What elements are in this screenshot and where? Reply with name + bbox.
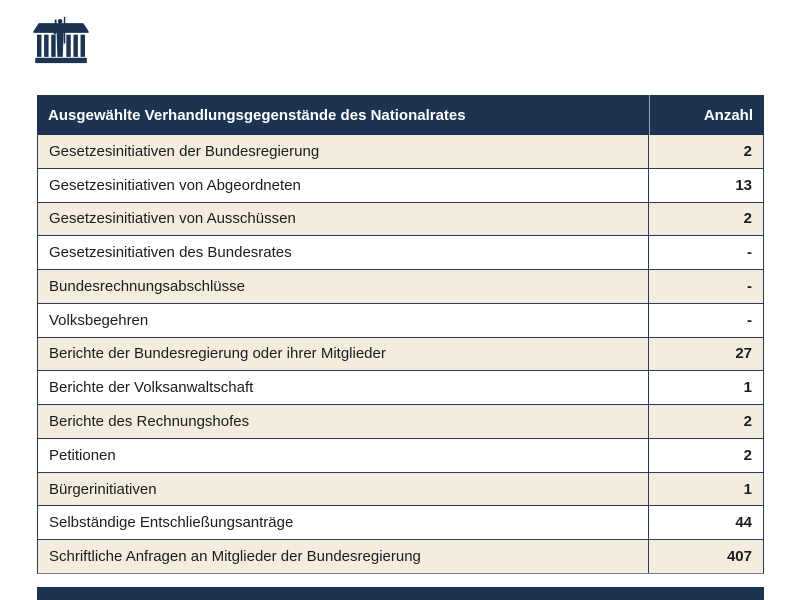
table-header-anzahl: Anzahl: [649, 95, 764, 135]
row-label: Gesetzesinitiativen von Abgeordneten: [49, 176, 301, 194]
statistics-table: Ausgewählte Verhandlungsgegenstände des …: [37, 95, 764, 574]
table-row: Bürgerinitiativen 1: [38, 472, 763, 507]
table-header-title: Ausgewählte Verhandlungsgegenstände des …: [48, 106, 466, 124]
table-row: Volksbegehren -: [38, 303, 763, 338]
row-value: -: [648, 270, 763, 303]
table-row: Bundesrechnungsabschlüsse -: [38, 270, 763, 304]
table-row: Selbständige Entschließungsanträge 44: [38, 506, 763, 541]
parliament-icon: [32, 16, 90, 64]
row-label: Selbständige Entschließungsanträge: [49, 514, 294, 532]
table-body: Gesetzesinitiativen der Bundesregierung …: [38, 135, 763, 573]
row-label: Berichte der Bundesregierung oder ihrer …: [49, 345, 386, 363]
row-value: 2: [648, 135, 763, 168]
row-label: Berichte der Volksanwaltschaft: [49, 379, 254, 397]
table-row: Schriftliche Anfragen an Mitglieder der …: [38, 540, 763, 573]
row-value: -: [648, 236, 763, 270]
row-value: 2: [648, 202, 763, 236]
row-value: -: [648, 303, 763, 337]
footer-bar: [37, 587, 764, 600]
table-row: Petitionen 2: [38, 438, 763, 473]
table-row: Gesetzesinitiativen von Ausschüssen 2: [38, 202, 763, 237]
row-label: Gesetzesinitiativen der Bundesregierung: [49, 142, 320, 160]
row-value: 1: [648, 371, 763, 405]
row-label: Bundesrechnungsabschlüsse: [49, 277, 245, 295]
table-row: Berichte der Bundesregierung oder ihrer …: [38, 337, 763, 372]
row-value: 13: [648, 168, 763, 202]
table-row: Gesetzesinitiativen von Abgeordneten 13: [38, 168, 763, 203]
row-value: 407: [648, 540, 763, 573]
row-label: Petitionen: [49, 446, 116, 464]
row-value: 44: [648, 506, 763, 540]
table-row: Gesetzesinitiativen des Bundesrates -: [38, 236, 763, 271]
row-label: Bürgerinitiativen: [49, 480, 157, 498]
row-value: 1: [648, 472, 763, 506]
row-label: Gesetzesinitiativen des Bundesrates: [49, 244, 292, 262]
table-row: Berichte des Rechnungshofes 2: [38, 405, 763, 439]
row-label: Volksbegehren: [49, 311, 149, 329]
row-label: Berichte des Rechnungshofes: [49, 413, 250, 430]
table-header-row: Ausgewählte Verhandlungsgegenstände des …: [37, 95, 764, 135]
row-label: Schriftliche Anfragen an Mitglieder der …: [49, 548, 421, 566]
row-value: 27: [648, 337, 763, 371]
row-value: 2: [648, 438, 763, 472]
table-row: Gesetzesinitiativen der Bundesregierung …: [38, 135, 763, 169]
table-row: Berichte der Volksanwaltschaft 1: [38, 371, 763, 406]
row-value: 2: [648, 405, 763, 438]
row-label: Gesetzesinitiativen von Ausschüssen: [49, 210, 296, 228]
